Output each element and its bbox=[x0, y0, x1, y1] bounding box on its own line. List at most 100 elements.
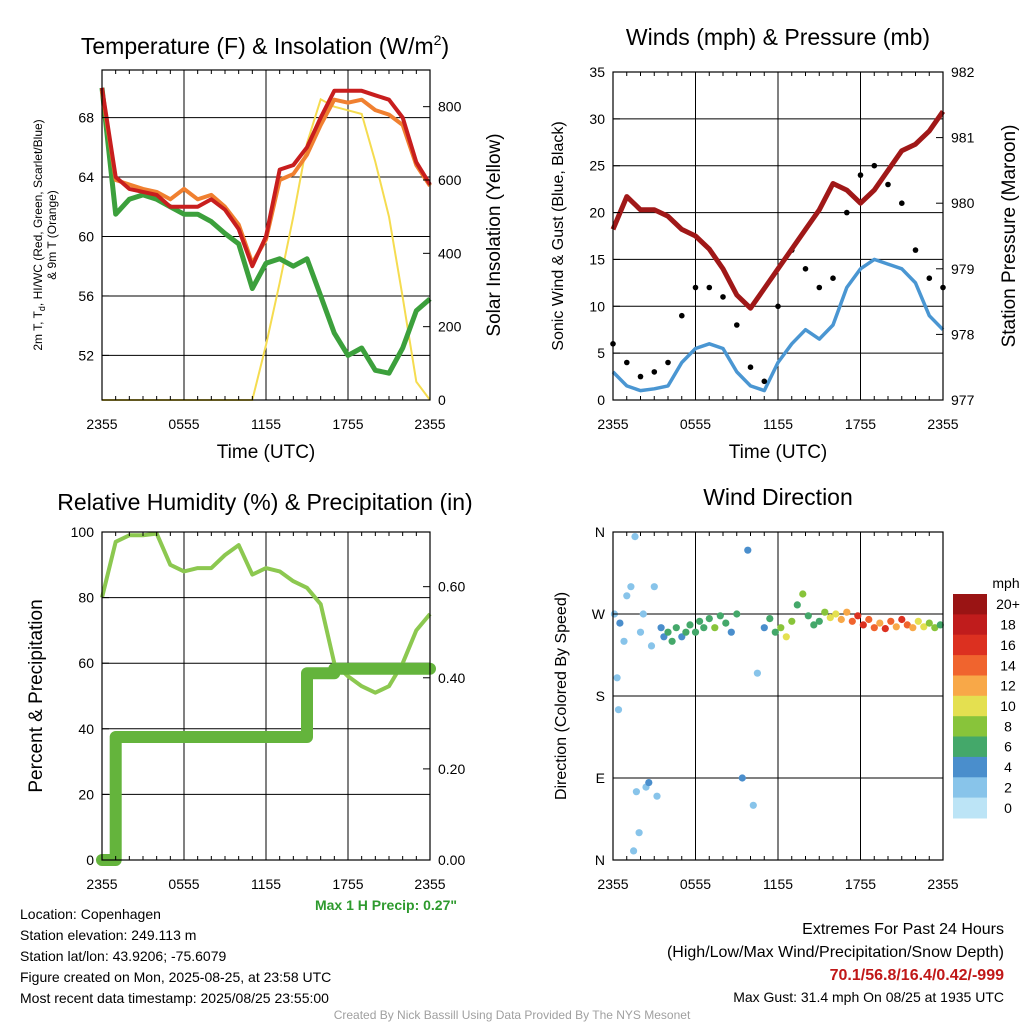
speed-legend-swatch bbox=[953, 614, 987, 636]
gust-point bbox=[899, 200, 905, 206]
direction-point bbox=[766, 615, 774, 623]
humidity-ytick-label: 0 bbox=[86, 852, 94, 868]
winds-grid bbox=[613, 71, 943, 401]
direction-point bbox=[631, 533, 639, 541]
humidity-y2tick-label: 0.00 bbox=[438, 852, 465, 868]
direction-point bbox=[668, 637, 676, 645]
direction-point bbox=[691, 628, 700, 636]
speed-legend-swatch bbox=[953, 736, 987, 758]
direction-point bbox=[657, 624, 665, 632]
temperature-y2tick-label: 200 bbox=[438, 319, 462, 335]
direction-point bbox=[711, 624, 719, 632]
humidity-xtick-label: 1755 bbox=[332, 876, 363, 892]
precip-line bbox=[96, 662, 436, 866]
direction-point bbox=[749, 801, 757, 809]
speed-legend-swatch bbox=[953, 797, 987, 819]
direction-point bbox=[672, 624, 680, 632]
temperature-title: Temperature (F) & Insolation (W/m2) bbox=[81, 32, 449, 59]
winds-y2tick-label: 979 bbox=[951, 261, 975, 277]
extremes-values: 70.1/56.8/16.4/0.42/-999 bbox=[830, 967, 1004, 984]
direction-point bbox=[682, 628, 690, 636]
speed-legend: mph 20+ 18 16 14 12 10 8 6 4 2 0 bbox=[953, 575, 1020, 819]
direction-point bbox=[705, 615, 713, 623]
direction-point bbox=[753, 669, 762, 677]
winds-ytick-label: 20 bbox=[589, 205, 605, 221]
gust-point bbox=[802, 266, 809, 272]
direction-point bbox=[925, 619, 933, 627]
temperature-y2label: Solar Insolation (Yellow) bbox=[484, 133, 505, 336]
winds-y2tick-label: 980 bbox=[951, 195, 975, 211]
humidity-title: Relative Humidity (%) & Precipitation (i… bbox=[57, 489, 472, 515]
humidity-ytick-label: 80 bbox=[78, 590, 94, 606]
temperature-ticks: 52 56 60 64 68 0 200 400 600 800 2355 0555 1155 1755 2… bbox=[78, 70, 462, 432]
extremes-subtitle: (High/Low/Max Wind/Precipitation/Snow De… bbox=[667, 944, 1004, 961]
direction-point bbox=[914, 617, 922, 625]
gust-point bbox=[830, 275, 836, 282]
gust-point bbox=[734, 322, 740, 328]
direction-point bbox=[653, 792, 661, 800]
speed-legend-swatch bbox=[953, 594, 987, 615]
direction-point bbox=[815, 617, 823, 625]
winds-ytick-label: 35 bbox=[589, 64, 605, 80]
direction-grid bbox=[613, 532, 943, 860]
winds-y2tick-label: 981 bbox=[951, 130, 975, 146]
direction-point bbox=[777, 624, 785, 632]
temperature-panel: Temperature (F) & Insolation (W/m2) 52 56… bbox=[31, 32, 505, 463]
direction-point bbox=[632, 788, 641, 796]
temperature-ylabel-line2: & 9m T (Orange) bbox=[45, 190, 59, 280]
direction-point bbox=[636, 628, 645, 636]
humidity-xtick-label: 0555 bbox=[168, 876, 199, 892]
recent-timestamp: Most recent data timestamp: 2025/08/25 2… bbox=[20, 990, 329, 1006]
direction-point bbox=[865, 615, 873, 624]
speed-legend-label: 4 bbox=[1004, 759, 1012, 775]
pressure-line bbox=[610, 109, 946, 311]
gust-point bbox=[692, 284, 699, 291]
temperature-y2tick-label: 600 bbox=[438, 172, 462, 188]
station-latlon: Station lat/lon: 43.9206; -75.6079 bbox=[20, 948, 227, 964]
speed-legend-swatch bbox=[953, 675, 987, 697]
gust-point bbox=[679, 312, 685, 319]
winds-y2label: Station Pressure (Maroon) bbox=[999, 125, 1020, 348]
humidity-grid bbox=[102, 531, 430, 861]
direction-point bbox=[744, 546, 752, 554]
winds-xtick-label: 1155 bbox=[763, 416, 793, 432]
humidity-xtick-label: 2355 bbox=[86, 876, 117, 892]
direction-point bbox=[635, 829, 643, 837]
direction-point bbox=[678, 633, 686, 641]
direction-panel: Wind Direction N E S W N 2355 0555 1155 1755 2355… bbox=[553, 484, 1020, 892]
direction-point bbox=[810, 621, 818, 629]
direction-point bbox=[627, 583, 635, 591]
speed-legend-label: 14 bbox=[1000, 657, 1016, 673]
direction-point bbox=[616, 619, 624, 627]
direction-ticks: N E S W N 2355 0555 1155 1755 2355 bbox=[592, 524, 959, 892]
direction-point bbox=[859, 621, 867, 629]
gust-point bbox=[844, 209, 850, 216]
winds-y2tick-label: 982 bbox=[951, 64, 975, 80]
station-info: Location: Copenhagen Station elevation: … bbox=[20, 904, 331, 1009]
winds-xtick-label: 1755 bbox=[845, 416, 876, 432]
gust-point bbox=[775, 303, 781, 310]
direction-point bbox=[716, 612, 724, 620]
dewpoint-line bbox=[99, 87, 432, 376]
winds-ytick-label: 5 bbox=[597, 345, 605, 361]
gust-point bbox=[651, 369, 658, 375]
direction-point bbox=[647, 642, 656, 650]
speed-legend-title: mph bbox=[992, 575, 1019, 591]
temp-2m-line bbox=[100, 87, 432, 269]
gust-point bbox=[665, 359, 671, 366]
humidity-ytick-label: 60 bbox=[78, 655, 94, 671]
direction-point bbox=[686, 621, 694, 629]
direction-point bbox=[771, 628, 779, 636]
speed-legend-label: 16 bbox=[1000, 637, 1016, 653]
winds-xtick-label: 2355 bbox=[597, 416, 628, 432]
temperature-series bbox=[99, 87, 432, 401]
direction-point bbox=[664, 628, 672, 636]
gust-point bbox=[720, 294, 726, 300]
gust-point bbox=[747, 364, 754, 371]
temperature-y2tick-label: 400 bbox=[438, 245, 462, 261]
direction-point bbox=[613, 674, 621, 682]
max-gust: Max Gust: 31.4 mph On 08/25 at 1935 UTC bbox=[733, 989, 1004, 1005]
temperature-xtick-label: 1155 bbox=[251, 416, 281, 432]
winds-series bbox=[610, 109, 946, 393]
direction-point bbox=[660, 633, 668, 641]
